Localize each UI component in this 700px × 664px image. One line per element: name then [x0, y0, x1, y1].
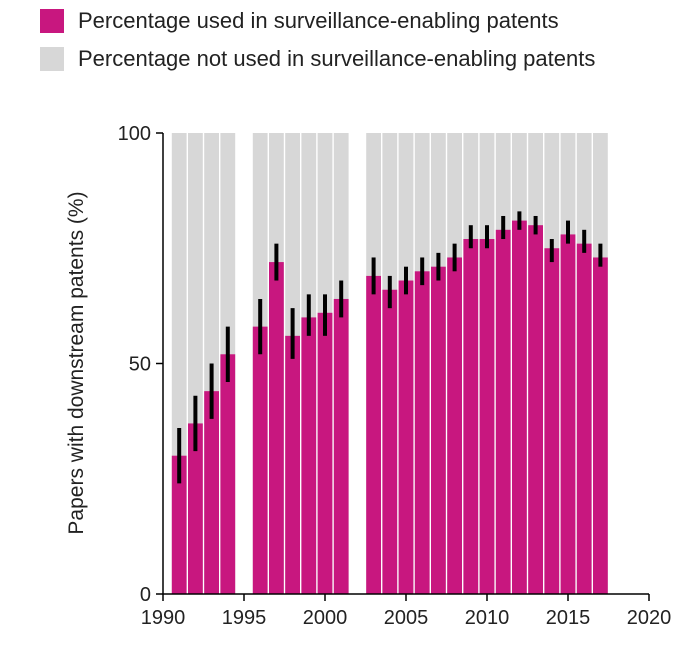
error-bars-group	[177, 211, 603, 484]
bar-used-2000	[317, 312, 333, 594]
x-tick-label-1995: 1995	[222, 607, 267, 629]
bar-used-1996	[252, 326, 268, 594]
bars-group	[171, 133, 608, 595]
x-tick-label-2000: 2000	[303, 607, 348, 629]
bar-used-1993	[204, 391, 219, 594]
legend-label-used: Percentage used in surveillance-enabling…	[78, 8, 559, 33]
y-tick-label-50: 50	[129, 354, 151, 376]
bar-used-1997	[269, 262, 284, 594]
bar-used-2017	[593, 257, 608, 594]
legend: Percentage used in surveillance-enabling…	[40, 6, 595, 82]
ticks-group: 1990 1995 2000 2005 2010 2015 2020 0 50 100	[118, 123, 672, 629]
y-tick-label-0: 0	[140, 584, 151, 606]
x-tick-label-1990: 1990	[141, 607, 186, 629]
bar-used-2001	[333, 298, 349, 594]
bar-used-2009	[463, 239, 479, 594]
bar-used-2008	[447, 257, 462, 594]
bar-used-2012	[512, 220, 527, 594]
legend-swatch-used	[40, 9, 64, 33]
bar-used-1998	[285, 335, 300, 594]
y-axis-title: Papers with downstream patents (%)	[65, 191, 88, 534]
x-tick-label-2015: 2015	[546, 607, 591, 629]
bar-used-2005	[398, 280, 414, 594]
legend-swatch-not-used	[40, 47, 64, 71]
bar-used-2007	[431, 266, 446, 594]
bar-used-2016	[576, 243, 592, 594]
bar-used-1991	[171, 455, 187, 594]
bar-used-1994	[220, 354, 236, 594]
legend-item-used: Percentage used in surveillance-enabling…	[40, 6, 595, 36]
bar-used-2003	[366, 275, 381, 594]
legend-item-not-used: Percentage not used in surveillance-enab…	[40, 44, 595, 74]
bar-used-2006	[414, 271, 430, 594]
bar-used-1999	[301, 317, 317, 594]
y-tick-label-100: 100	[118, 123, 151, 145]
bar-used-2015	[560, 234, 576, 595]
bar-used-2013	[528, 225, 543, 594]
x-tick-label-2020: 2020	[627, 607, 672, 629]
x-tick-label-2010: 2010	[465, 607, 510, 629]
bar-used-2014	[544, 248, 560, 594]
legend-label-not-used: Percentage not used in surveillance-enab…	[78, 46, 596, 71]
x-tick-label-2005: 2005	[384, 607, 429, 629]
bar-used-2004	[382, 289, 398, 594]
bar-used-1992	[188, 423, 203, 594]
bar-used-2010	[479, 239, 495, 594]
bar-used-2011	[495, 229, 511, 594]
